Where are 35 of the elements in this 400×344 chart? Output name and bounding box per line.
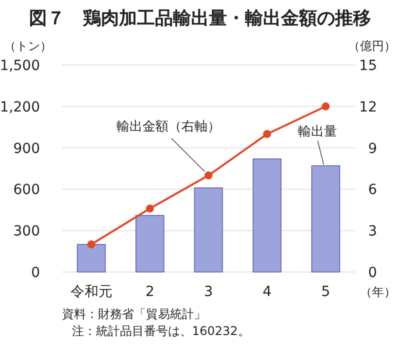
- y2-tick-label: 0: [368, 265, 377, 281]
- bar: [194, 187, 223, 272]
- point: [322, 102, 330, 110]
- text: 輸出金額（右軸）: [116, 119, 220, 134]
- y2-tick-label: 3: [368, 224, 377, 240]
- y2-axis-title: （億円）: [348, 39, 396, 53]
- point: [87, 240, 96, 248]
- x-axis-title: （年）: [360, 285, 396, 299]
- y-tick-label: 1,200: [0, 99, 40, 116]
- point: [204, 171, 212, 180]
- x-tick-label: 5: [321, 284, 330, 300]
- x-tick-label: 令和元: [70, 284, 112, 300]
- y2-tick-label: 15: [359, 58, 377, 74]
- chart-title: 図７ 鶏肉加工品輸出量・輸出金額の推移: [29, 8, 371, 29]
- bar: [76, 244, 106, 272]
- y-tick-label: 1,500: [0, 58, 40, 74]
- text: 注：統計品目番号は、160232。: [72, 324, 250, 338]
- y-tick-label: 0: [31, 265, 40, 281]
- x-tick-label: 3: [204, 284, 213, 300]
- series-label: 輸出量: [298, 124, 338, 140]
- y2-tick-label: 9: [368, 140, 377, 157]
- y-tick-label: 300: [13, 224, 40, 240]
- point: [146, 204, 154, 213]
- y2-tick-label: 6: [368, 182, 378, 198]
- x-tick-label: 4: [262, 284, 272, 300]
- bar: [311, 165, 340, 272]
- y2-tick-label: 12: [359, 99, 377, 116]
- bar: [252, 158, 282, 272]
- text: 資料：財務省「貿易統計」: [62, 307, 206, 321]
- x-tick-label: 2: [145, 284, 154, 300]
- point: [263, 130, 272, 138]
- y-tick-label: 600: [13, 182, 40, 198]
- bar: [136, 215, 164, 272]
- y-axis-title: （トン）: [4, 39, 52, 53]
- y-tick-label: 900: [13, 140, 40, 157]
